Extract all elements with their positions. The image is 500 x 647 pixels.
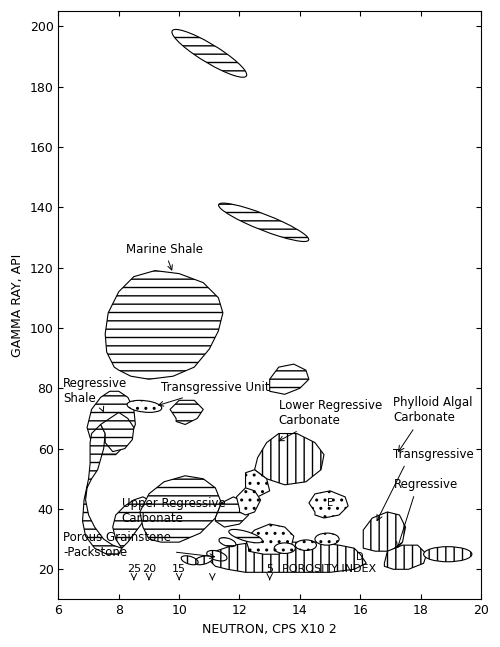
Text: Upper Regressive
Carbonate: Upper Regressive Carbonate: [122, 497, 226, 525]
Ellipse shape: [194, 556, 212, 565]
Text: Porous Grainstone
-Packstone: Porous Grainstone -Packstone: [63, 531, 214, 559]
Polygon shape: [210, 542, 366, 573]
Polygon shape: [105, 270, 223, 379]
Ellipse shape: [127, 400, 162, 412]
Y-axis label: GAMMA RAY, API: GAMMA RAY, API: [11, 254, 24, 357]
Polygon shape: [82, 424, 122, 554]
Text: Regressive: Regressive: [394, 478, 458, 491]
Polygon shape: [100, 412, 134, 452]
Polygon shape: [216, 497, 248, 527]
Polygon shape: [254, 433, 324, 485]
Text: 25: 25: [127, 564, 141, 574]
Ellipse shape: [206, 551, 227, 561]
Text: 15: 15: [172, 564, 186, 574]
Ellipse shape: [229, 529, 262, 543]
Polygon shape: [236, 488, 260, 515]
Ellipse shape: [315, 533, 339, 545]
Polygon shape: [246, 524, 294, 554]
Polygon shape: [309, 491, 348, 518]
Polygon shape: [87, 391, 136, 455]
Ellipse shape: [181, 556, 198, 565]
Text: E: E: [327, 498, 333, 508]
Ellipse shape: [424, 547, 472, 562]
Ellipse shape: [296, 540, 316, 551]
Polygon shape: [246, 470, 270, 497]
Text: D: D: [356, 553, 364, 562]
Text: Transgressive: Transgressive: [394, 448, 474, 461]
Ellipse shape: [219, 538, 236, 547]
Text: 5: 5: [266, 564, 273, 574]
Polygon shape: [270, 364, 309, 394]
Text: Lower Regressive
Carbonate: Lower Regressive Carbonate: [278, 399, 382, 441]
Polygon shape: [363, 512, 406, 551]
Polygon shape: [112, 497, 152, 548]
Text: Marine Shale: Marine Shale: [126, 243, 202, 270]
Ellipse shape: [172, 30, 246, 77]
Ellipse shape: [274, 543, 295, 553]
Text: Transgressive Unit: Transgressive Unit: [158, 381, 270, 406]
Text: POROSITY INDEX: POROSITY INDEX: [282, 564, 376, 574]
X-axis label: NEUTRON, CPS X10 2: NEUTRON, CPS X10 2: [202, 623, 337, 636]
Text: 20: 20: [142, 564, 156, 574]
Polygon shape: [170, 400, 203, 424]
Text: Phylloid Algal
Carbonate: Phylloid Algal Carbonate: [394, 397, 473, 424]
Text: Regressive
Shale: Regressive Shale: [63, 377, 127, 411]
Polygon shape: [140, 476, 222, 542]
Ellipse shape: [218, 203, 308, 241]
Polygon shape: [384, 545, 426, 569]
